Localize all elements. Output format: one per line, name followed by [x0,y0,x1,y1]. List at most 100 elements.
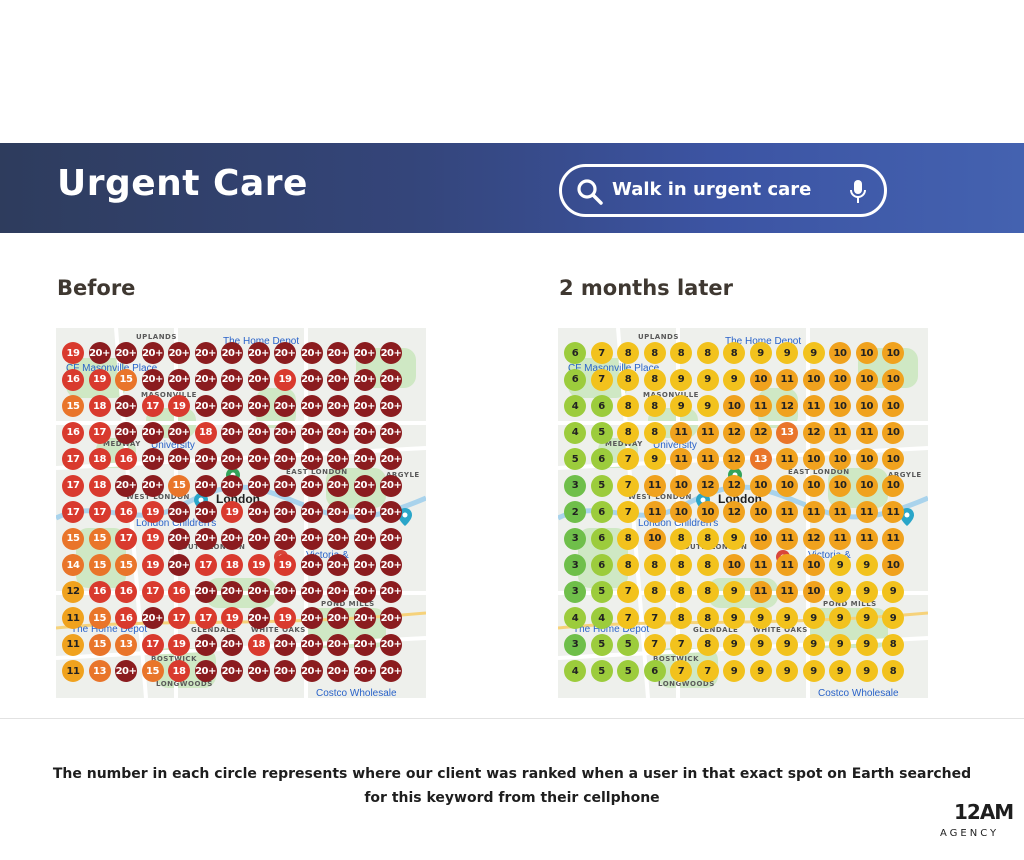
rank-circle: 10 [802,368,825,391]
rank-circle: 9 [723,607,745,629]
rank-circle: 5 [590,633,613,656]
rank-circle: 20+ [194,368,217,391]
before-rank-map: UPLANDS MASONVILLE MEDWAY ARGYLE EAST LONDON… [56,328,426,698]
rank-circle: 3 [564,580,586,603]
rank-circle: 9 [855,580,878,603]
map-area-label: MEDWAY [103,440,141,448]
rank-circle: 17 [88,501,111,523]
rank-circle: 20+ [353,554,376,576]
rank-circle: 11 [62,660,84,682]
rank-circle: 9 [723,580,745,603]
after-rank-map: UPLANDS MASONVILLE MEDWAY ARGYLE EAST LONDON… [558,328,928,698]
rank-circle: 20+ [274,448,296,470]
rank-circle: 9 [855,660,878,682]
rank-circle: 19 [168,633,190,656]
rank-circle: 10 [882,474,904,497]
rank-circle: 10 [882,554,904,576]
rank-circle: 8 [617,368,639,391]
rank-circle: 7 [643,633,666,656]
logo-word: AGENCY [940,828,1000,839]
rank-circle: 20+ [115,660,137,682]
rank-circle: 17 [115,527,137,550]
rank-circle: 20+ [194,501,217,523]
rank-circle: 10 [855,342,878,364]
rank-circle: 11 [776,448,798,470]
rank-circle: 20+ [353,501,376,523]
rank-circle: 9 [802,607,825,629]
map-area-label: EAST LONDON [286,468,348,476]
rank-circle: 12 [723,501,745,523]
map-place-label: The Home Depot [223,336,299,347]
rank-circle: 8 [670,527,692,550]
rank-circle: 17 [141,580,164,603]
microphone-icon[interactable] [848,179,868,206]
rank-circle: 3 [564,554,586,576]
rank-circle: 15 [88,554,111,576]
rank-circle: 9 [776,660,798,682]
rank-circle: 20+ [300,501,323,523]
rank-circle: 20+ [274,395,296,417]
map-area-label: ARGYLE [888,471,922,479]
rank-circle: 11 [670,448,692,470]
rank-circle: 11 [62,607,84,629]
rank-circle: 20+ [300,554,323,576]
search-icon [577,179,603,205]
rank-circle: 19 [168,395,190,417]
rank-circle: 9 [749,607,772,629]
rank-circle: 8 [617,527,639,550]
rank-circle: 9 [829,660,851,682]
rank-circle: 10 [723,554,745,576]
map-place-label: London Children's [638,518,719,529]
rank-circle: 20+ [247,501,270,523]
rank-circle: 20+ [380,607,402,629]
rank-circle: 20+ [247,580,270,603]
rank-circle: 20+ [88,342,111,364]
rank-circle: 10 [882,368,904,391]
rank-circle: 20+ [300,474,323,497]
rank-circle: 20+ [247,421,270,444]
rank-circle: 9 [882,607,904,629]
rank-circle: 13 [115,633,137,656]
rank-circle: 20+ [353,580,376,603]
rank-circle: 7 [696,660,719,682]
rank-circle: 16 [115,448,137,470]
rank-circle: 20+ [327,342,349,364]
map-area-label: UPLANDS [136,333,177,341]
map-area-label: WEST LONDON [126,493,190,501]
rank-circle: 9 [855,607,878,629]
rank-circle: 12 [62,580,84,603]
agency-logo: 12AM AGENCY [938,800,1014,846]
rank-circle: 20+ [141,368,164,391]
rank-circle: 19 [141,527,164,550]
rank-circle: 17 [62,448,84,470]
rank-circle: 13 [749,448,772,470]
rank-circle: 20+ [194,448,217,470]
rank-circle: 20+ [353,421,376,444]
rank-circle: 14 [62,554,84,576]
rank-circle: 11 [776,501,798,523]
map-area-label: LONGWOODS [156,680,213,688]
rank-circle: 20+ [353,368,376,391]
rank-circle: 8 [696,633,719,656]
rank-circle: 10 [749,474,772,497]
rank-circle: 5 [590,660,613,682]
search-bar[interactable]: Walk in urgent care [559,164,887,217]
rank-circle: 9 [802,342,825,364]
rank-circle: 8 [696,527,719,550]
rank-circle: 12 [696,474,719,497]
rank-circle: 8 [723,342,745,364]
rank-circle: 20+ [221,342,243,364]
rank-circle: 20+ [274,421,296,444]
rank-circle: 20+ [115,474,137,497]
rank-circle: 20+ [168,448,190,470]
map-place-label: London Children's [136,518,217,529]
rank-circle: 11 [855,501,878,523]
rank-circle: 8 [670,580,692,603]
rank-circle: 19 [221,607,243,629]
map-area-label: EAST LONDON [788,468,850,476]
map-place-label: Victoria & [306,550,349,561]
rank-circle: 9 [723,633,745,656]
rank-circle: 15 [62,395,84,417]
after-title: 2 months later [559,276,733,300]
rank-circle: 16 [168,580,190,603]
